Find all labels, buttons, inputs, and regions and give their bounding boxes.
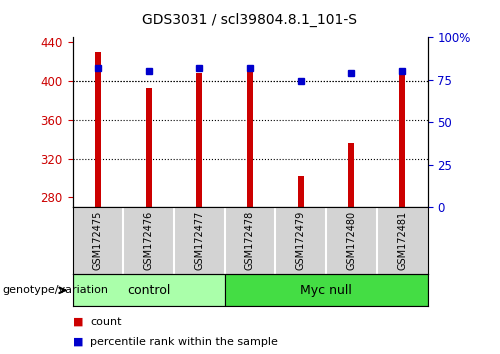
Bar xyxy=(224,274,428,306)
Text: ■: ■ xyxy=(72,337,83,347)
Text: count: count xyxy=(90,317,122,327)
Text: GSM172481: GSM172481 xyxy=(397,211,407,270)
Bar xyxy=(146,88,152,207)
Text: control: control xyxy=(127,284,170,297)
Text: GSM172477: GSM172477 xyxy=(194,211,204,270)
Bar xyxy=(196,73,202,207)
Bar xyxy=(247,69,253,207)
Text: ■: ■ xyxy=(72,317,83,327)
Bar xyxy=(72,274,225,306)
Text: GDS3031 / scl39804.8.1_101-S: GDS3031 / scl39804.8.1_101-S xyxy=(142,12,358,27)
Text: GSM172476: GSM172476 xyxy=(144,211,154,270)
Text: percentile rank within the sample: percentile rank within the sample xyxy=(90,337,278,347)
Text: GSM172475: GSM172475 xyxy=(93,211,103,270)
Text: GSM172479: GSM172479 xyxy=(296,211,306,270)
Bar xyxy=(95,52,101,207)
Bar xyxy=(348,143,354,207)
Text: GSM172480: GSM172480 xyxy=(346,211,356,270)
Bar xyxy=(399,74,405,207)
Text: genotype/variation: genotype/variation xyxy=(2,285,108,295)
Bar xyxy=(298,176,304,207)
Text: GSM172478: GSM172478 xyxy=(245,211,255,270)
Text: Myc null: Myc null xyxy=(300,284,352,297)
